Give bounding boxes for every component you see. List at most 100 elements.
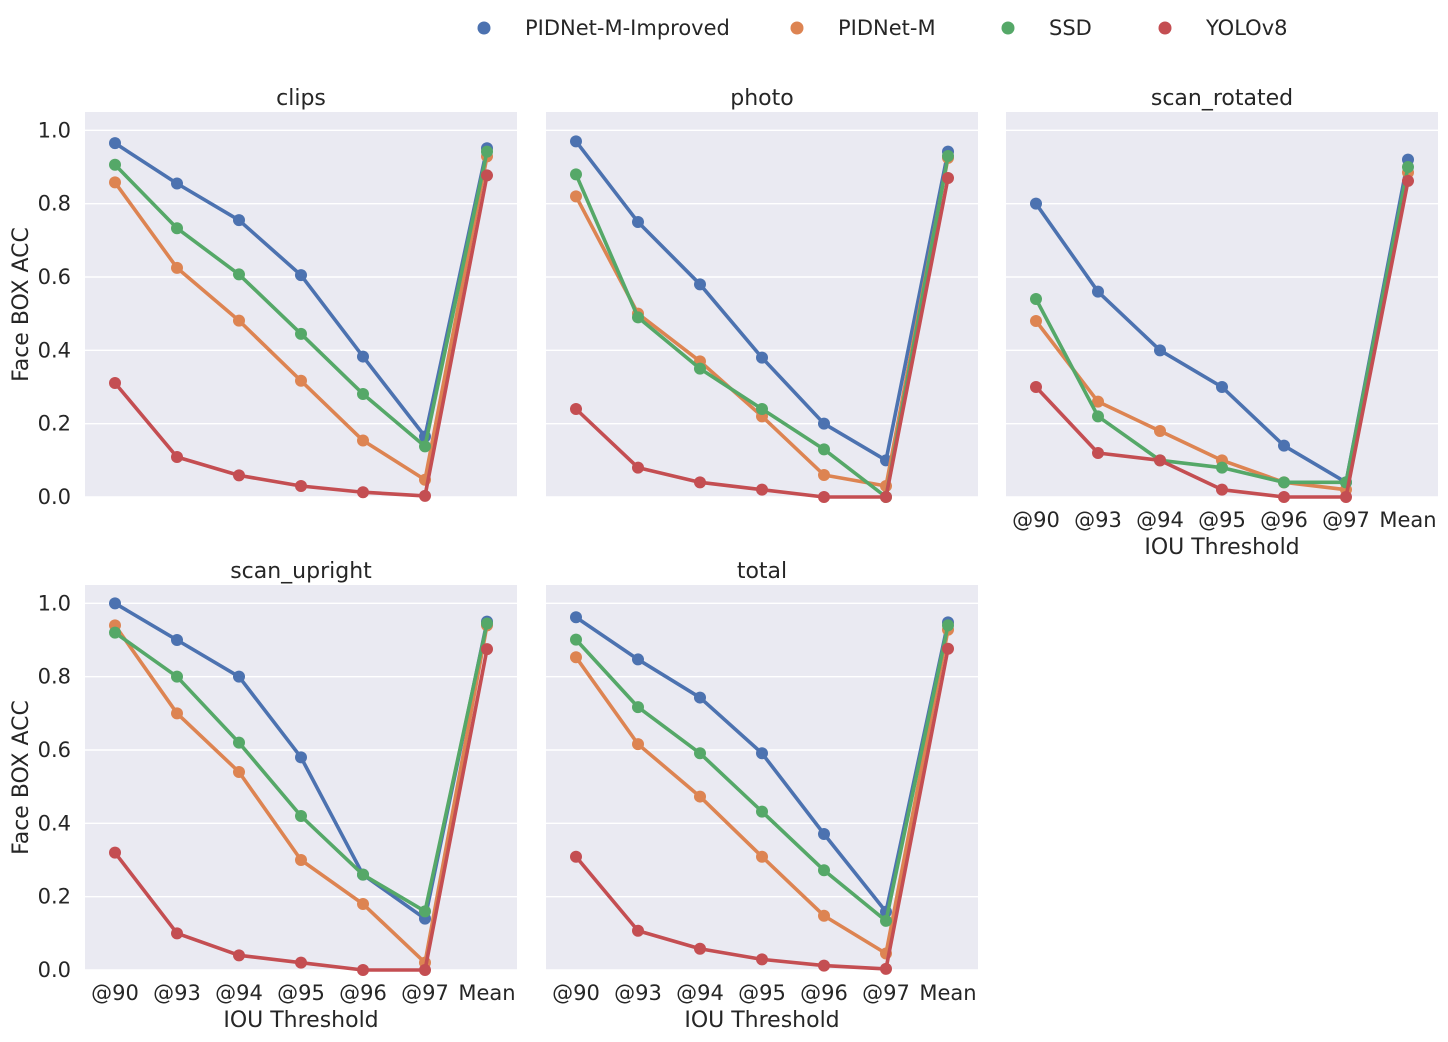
data-point bbox=[756, 805, 768, 818]
x-tick-label: @95 bbox=[277, 981, 325, 1005]
data-point bbox=[694, 476, 706, 489]
data-point bbox=[1092, 285, 1104, 298]
data-point bbox=[171, 222, 183, 235]
data-point bbox=[295, 751, 307, 764]
data-point bbox=[233, 314, 245, 327]
plot-area bbox=[546, 112, 978, 497]
data-point bbox=[481, 617, 493, 630]
data-point bbox=[357, 868, 369, 881]
data-point bbox=[171, 634, 183, 646]
panel-title: scan_upright bbox=[230, 559, 372, 584]
panel-title: total bbox=[737, 559, 787, 584]
x-tick-label: @97 bbox=[862, 981, 910, 1005]
data-point bbox=[171, 177, 183, 190]
panel-total: total @90 @93 @94 @95 @96 @97 Mean IOU Threshold bbox=[546, 559, 978, 1033]
data-point bbox=[632, 653, 644, 666]
data-point bbox=[233, 268, 245, 281]
legend: PIDNet-M-Improved PIDNet-M SSD YOLOv8 bbox=[477, 16, 1287, 40]
legend-marker bbox=[790, 21, 804, 35]
x-tick-label: @90 bbox=[91, 981, 139, 1005]
data-point bbox=[942, 172, 954, 184]
y-tick-label: 0.8 bbox=[38, 192, 71, 216]
data-point bbox=[481, 169, 493, 182]
data-point bbox=[1092, 447, 1104, 459]
data-point bbox=[233, 766, 245, 778]
data-point bbox=[233, 214, 245, 227]
y-axis-label: Face BOX ACC bbox=[9, 227, 34, 382]
data-point bbox=[694, 278, 706, 291]
data-point bbox=[1278, 491, 1290, 503]
x-tick-label: Mean bbox=[919, 981, 976, 1005]
panel-photo: photo bbox=[546, 86, 978, 503]
data-point bbox=[694, 942, 706, 955]
data-point bbox=[357, 387, 369, 400]
data-point bbox=[357, 434, 369, 447]
data-point bbox=[694, 747, 706, 760]
x-tick-label: @96 bbox=[339, 981, 387, 1005]
data-point bbox=[1030, 293, 1042, 305]
data-point bbox=[1030, 315, 1042, 327]
panel-scan-rotated: scan_rotated @90 @93 @94 @95 @96 @97 Mean IOU Th… bbox=[1006, 86, 1438, 560]
data-point bbox=[481, 643, 493, 656]
series-ssd bbox=[109, 617, 493, 918]
data-point bbox=[570, 168, 582, 181]
data-point bbox=[1278, 439, 1290, 452]
legend-label: YOLOv8 bbox=[1205, 16, 1287, 40]
x-tick-label: Mean bbox=[458, 981, 515, 1005]
panel-clips: clips 0.0 0.2 0.4 0.6 0.8 1.0 Face BOX ACC bbox=[9, 86, 517, 509]
y-tick-label: 0.0 bbox=[38, 485, 71, 509]
x-tick-label: @90 bbox=[1012, 508, 1060, 532]
data-point bbox=[1154, 344, 1166, 357]
data-point bbox=[632, 924, 644, 937]
legend-marker bbox=[1001, 21, 1015, 35]
x-tick-label: Mean bbox=[1379, 508, 1436, 532]
data-point bbox=[295, 854, 307, 866]
data-point bbox=[171, 261, 183, 274]
data-point bbox=[818, 469, 830, 481]
data-point bbox=[171, 670, 183, 683]
data-point bbox=[295, 480, 307, 492]
x-tick-label: @95 bbox=[738, 981, 786, 1005]
data-point bbox=[818, 417, 830, 430]
data-point bbox=[1154, 425, 1166, 437]
data-point bbox=[295, 956, 307, 969]
y-tick-label: 0.8 bbox=[38, 665, 71, 689]
data-point bbox=[295, 269, 307, 282]
x-axis-label: IOU Threshold bbox=[223, 1008, 378, 1033]
data-point bbox=[109, 376, 121, 389]
data-point bbox=[109, 176, 121, 189]
data-point bbox=[756, 953, 768, 966]
data-point bbox=[818, 443, 830, 456]
data-point bbox=[1278, 476, 1290, 489]
y-tick-label: 0.4 bbox=[38, 338, 71, 362]
x-tick-label: @94 bbox=[1136, 508, 1184, 532]
series-yolov8 bbox=[109, 643, 493, 976]
data-point bbox=[357, 350, 369, 363]
data-point bbox=[109, 597, 121, 610]
x-tick-label: @94 bbox=[215, 981, 263, 1005]
data-point bbox=[1216, 461, 1228, 474]
data-point bbox=[109, 137, 121, 150]
data-point bbox=[109, 158, 121, 171]
x-tick-label: @93 bbox=[1074, 508, 1122, 532]
y-tick-label: 0.4 bbox=[38, 811, 71, 835]
legend-item: PIDNet-M bbox=[790, 16, 936, 40]
series-yolov8 bbox=[1030, 174, 1414, 503]
data-point bbox=[109, 626, 121, 639]
data-point bbox=[357, 898, 369, 910]
x-tick-label: @97 bbox=[1322, 508, 1370, 532]
data-point bbox=[109, 846, 121, 859]
data-point bbox=[295, 374, 307, 387]
data-point bbox=[233, 736, 245, 749]
data-point bbox=[632, 461, 644, 474]
data-point bbox=[1092, 410, 1104, 423]
data-point bbox=[233, 670, 245, 683]
panel-title: photo bbox=[730, 86, 793, 111]
data-point bbox=[818, 491, 830, 503]
data-point bbox=[570, 190, 582, 203]
data-point bbox=[171, 451, 183, 464]
y-tick-label: 0.6 bbox=[38, 738, 71, 762]
data-point bbox=[694, 790, 706, 803]
data-point bbox=[632, 311, 644, 324]
